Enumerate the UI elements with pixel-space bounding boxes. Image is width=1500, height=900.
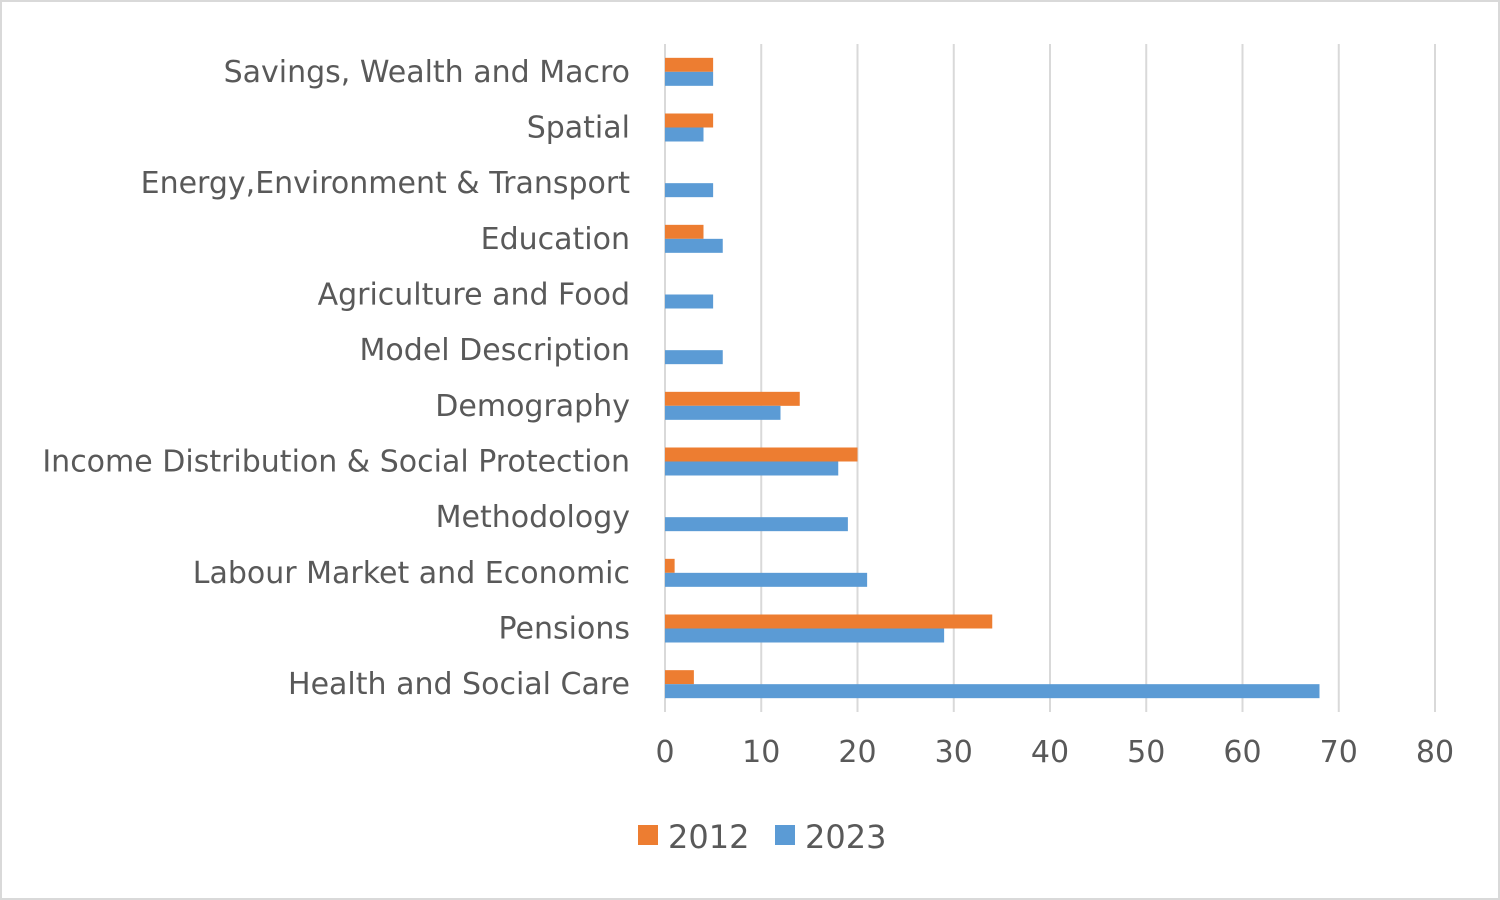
legend: 2012 2023: [638, 818, 886, 856]
bar-2012-11: [665, 57, 714, 72]
bar-2023-5: [665, 405, 781, 420]
category-label: Model Description: [360, 333, 630, 368]
x-tick-label: 30: [935, 735, 973, 770]
category-label: Pensions: [499, 612, 630, 647]
legend-label: 2012: [668, 818, 749, 856]
x-tick-label: 60: [1223, 735, 1261, 770]
bar-2023-10: [665, 127, 704, 142]
category-label: Demography: [435, 389, 630, 424]
category-label: Agriculture and Food: [318, 278, 630, 313]
bar-2023-11: [665, 71, 714, 86]
bar-2012-5: [665, 391, 800, 406]
category-label: Methodology: [436, 500, 630, 535]
x-tick-label: 20: [838, 735, 876, 770]
x-tick-label: 50: [1127, 735, 1165, 770]
bar-2023-7: [665, 294, 714, 309]
bar-2023-3: [665, 517, 848, 532]
x-tick-label: 80: [1416, 735, 1454, 770]
bar-2023-1: [665, 628, 945, 643]
legend-swatch-2023: [775, 825, 795, 845]
gridlines: [664, 44, 1436, 712]
bar-2012-4: [665, 447, 858, 462]
bar-2023-8: [665, 238, 723, 253]
bar-2012-1: [665, 614, 993, 629]
bar-2023-9: [665, 183, 714, 198]
category-label: Health and Social Care: [288, 667, 630, 702]
x-tick-label: 0: [655, 735, 674, 770]
category-label: Labour Market and Economic: [193, 556, 630, 591]
category-labels: Health and Social Care Pensions Labour Mar…: [42, 55, 630, 702]
bar-2012-10: [665, 113, 714, 128]
category-label: Income Distribution & Social Protection: [42, 445, 630, 480]
legend-swatch-2012: [638, 825, 658, 845]
bars: [665, 57, 1320, 699]
bar-2012-0: [665, 670, 694, 685]
category-label: Energy,Environment & Transport: [141, 166, 631, 201]
x-tick-label: 40: [1031, 735, 1069, 770]
x-axis-tick-labels: 0 10 20 30 40 50 60 70 80: [655, 735, 1454, 770]
legend-label: 2023: [805, 818, 886, 856]
x-tick-label: 70: [1320, 735, 1358, 770]
bar-2012-8: [665, 224, 704, 239]
category-label: Education: [481, 222, 630, 257]
bar-2012-2: [665, 558, 675, 573]
category-label: Savings, Wealth and Macro: [224, 55, 630, 90]
bar-2023-0: [665, 684, 1320, 699]
bar-2023-2: [665, 572, 868, 587]
x-tick-label: 10: [742, 735, 780, 770]
category-label: Spatial: [527, 111, 630, 146]
bar-2023-6: [665, 350, 723, 365]
bar-2023-4: [665, 461, 839, 476]
